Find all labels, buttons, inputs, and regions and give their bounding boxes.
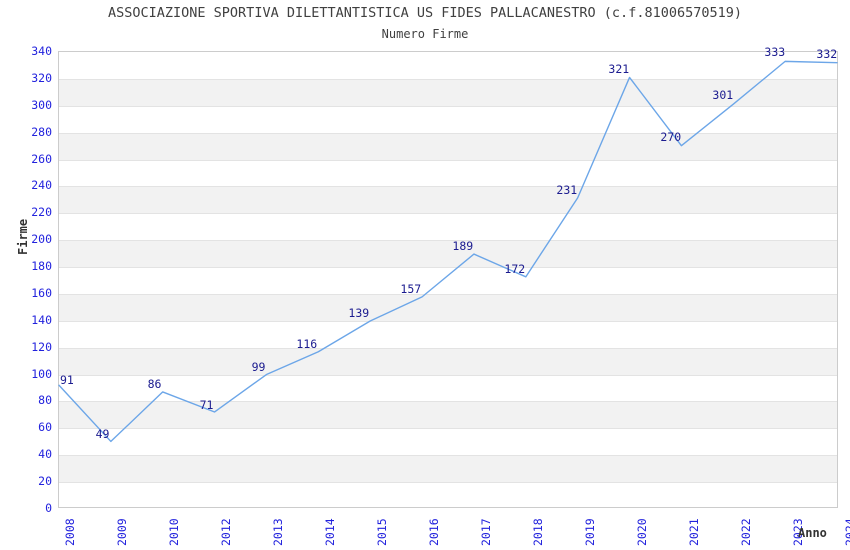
grid-band	[59, 455, 837, 483]
y-tick-label: 80	[38, 393, 52, 408]
gridline	[59, 213, 837, 215]
gridline	[59, 482, 837, 484]
grid-band	[59, 186, 837, 214]
y-tick-label: 20	[38, 474, 52, 489]
data-point-label: 86	[147, 377, 162, 392]
y-tick-label: 180	[31, 259, 52, 274]
plot-area: 91 49 86 71 99 116 139 157 189 172 231 321 270 301 333…	[58, 46, 838, 508]
gridline	[59, 428, 837, 430]
data-point-label: 333	[764, 45, 786, 60]
y-tick-label: 120	[31, 339, 52, 354]
y-tick-label: 100	[31, 366, 52, 381]
gridline	[59, 401, 837, 403]
grid-band	[59, 132, 837, 160]
data-point-label: 157	[400, 281, 422, 296]
data-point-label: 139	[348, 306, 370, 321]
data-point-label: 231	[556, 182, 578, 197]
x-tick-label: 2010	[167, 518, 181, 546]
grid-band	[59, 78, 837, 106]
gridline	[59, 105, 837, 107]
gridline	[59, 240, 837, 242]
x-axis-title: Anno	[798, 526, 827, 540]
y-axis-ticks: 340 320 300 280 260 240 220 200 180 160 140 120 100 8…	[0, 45, 52, 514]
gridline	[59, 267, 837, 269]
y-tick-label: 320	[31, 70, 52, 85]
data-point-label: 49	[95, 427, 110, 442]
x-tick-label: 2020	[635, 518, 649, 546]
y-tick-label: 60	[38, 420, 52, 435]
y-tick-label: 300	[31, 97, 52, 112]
gridline	[59, 159, 837, 161]
x-tick-label: 2022	[739, 518, 753, 546]
series-line	[58, 60, 838, 443]
y-tick-label: 220	[31, 205, 52, 220]
x-tick-label: 2018	[531, 518, 545, 546]
data-point-label: 189	[452, 238, 474, 253]
data-point-label: 116	[296, 337, 318, 352]
x-tick-label: 2008	[63, 518, 77, 546]
data-point-label: 91	[60, 372, 74, 387]
gridline	[59, 347, 837, 349]
data-point-label: 71	[199, 397, 214, 412]
data-point-label: 172	[504, 261, 526, 276]
y-tick-label: 240	[31, 178, 52, 193]
y-tick-label: 140	[31, 312, 52, 327]
grid-band	[59, 293, 837, 321]
grid-band	[59, 401, 837, 429]
y-tick-label: 340	[31, 44, 52, 58]
x-tick-label: 2024	[843, 518, 850, 546]
x-tick-label: 2012	[219, 518, 233, 546]
gridline	[59, 374, 837, 376]
y-tick-label: 280	[31, 124, 52, 139]
chart-title: ASSOCIAZIONE SPORTIVA DILETTANTISTICA US…	[108, 5, 742, 21]
y-tick-label: 40	[38, 447, 52, 462]
x-tick-label: 2017	[479, 518, 493, 546]
data-point-label: 321	[608, 61, 630, 76]
x-tick-label: 2021	[687, 518, 701, 546]
gridline	[59, 320, 837, 322]
gridline	[59, 293, 837, 295]
gridline	[59, 78, 837, 80]
x-tick-label: 2013	[271, 518, 285, 546]
data-point-label: 332	[816, 46, 838, 61]
data-point-label: 99	[251, 359, 266, 374]
y-axis-title: Firme	[16, 218, 30, 255]
x-tick-label: 2009	[115, 518, 129, 546]
chart-subtitle: Numero Firme	[381, 27, 469, 41]
data-point-label: 301	[712, 88, 734, 103]
x-tick-label: 2014	[323, 518, 337, 546]
y-tick-label: 160	[31, 285, 52, 300]
grid-band	[59, 347, 837, 375]
y-tick-label: 260	[31, 151, 52, 166]
x-axis-ticks: 2008 2009 2010 2012 2013 2014 2015 2016 2017 2018…	[0, 514, 850, 550]
gridline	[59, 132, 837, 134]
data-point-label: 270	[660, 130, 682, 145]
y-tick-label: 0	[45, 501, 52, 515]
x-tick-label: 2016	[427, 518, 441, 546]
y-tick-label: 200	[31, 232, 52, 247]
x-tick-label: 2019	[583, 518, 597, 546]
gridline	[59, 186, 837, 188]
x-tick-label: 2015	[375, 518, 389, 546]
gridline	[59, 455, 837, 457]
grid-band	[59, 240, 837, 268]
